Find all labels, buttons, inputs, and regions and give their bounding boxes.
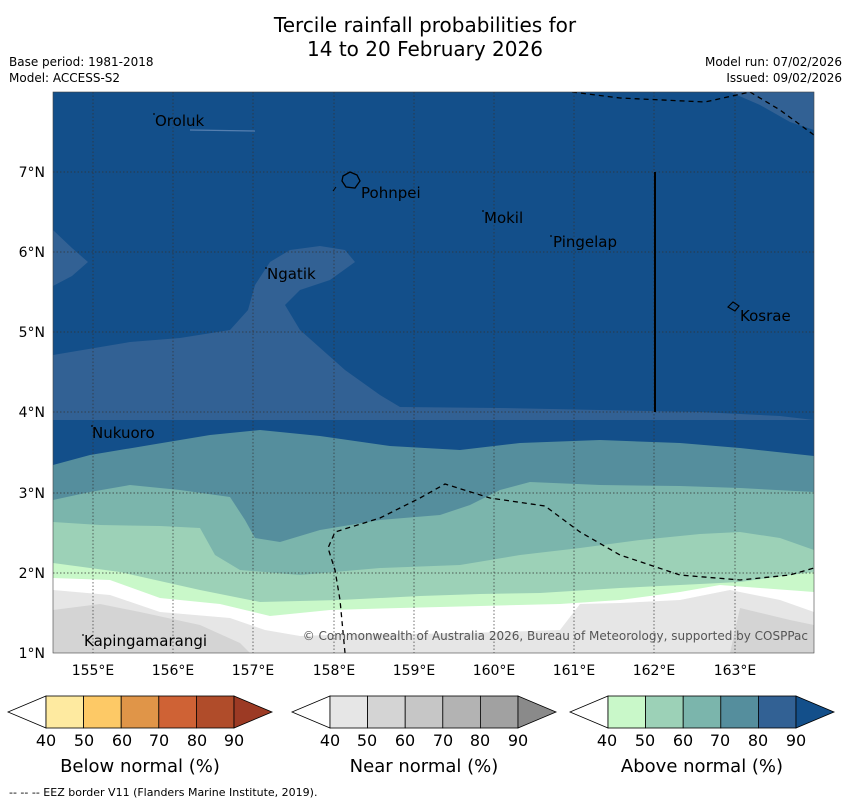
colorbar-swatch [404, 695, 444, 729]
colorbar-swatch [645, 695, 684, 729]
colorbar-above [568, 695, 836, 729]
issued-date: Issued: 09/02/2026 [726, 71, 842, 85]
cb-below-tick: 40 [35, 731, 57, 750]
place-kapingamarangi: Kapingamarangi [84, 632, 207, 650]
kosrae-island-icon [727, 301, 740, 312]
gridlines [53, 92, 814, 653]
cb-near-tick: 80 [469, 731, 491, 750]
colorbar-extend-high [517, 695, 558, 729]
colorbar-extend-high [795, 695, 836, 729]
lat-label: 2°N [19, 566, 45, 582]
place-nukuoro: Nukuoro [92, 424, 155, 442]
cb-above-tick: 80 [747, 731, 769, 750]
lat-label: 7°N [19, 165, 45, 181]
lat-label: 6°N [19, 245, 45, 261]
lon-label: 157°E [232, 663, 275, 679]
place-ngatik: Ngatik [267, 265, 316, 283]
cb-above-tick: 90 [785, 731, 807, 750]
lon-label: 160°E [473, 663, 516, 679]
cb-near-tick: 70 [432, 731, 454, 750]
cb-near-tick: 60 [394, 731, 416, 750]
colorbar-extend-high [233, 695, 274, 729]
lon-label: 158°E [313, 663, 356, 679]
cb-below-tick: 60 [111, 731, 133, 750]
colorbar-extend-low [568, 695, 609, 729]
lat-label: 1°N [19, 646, 45, 662]
pohnpei-island-icon [341, 171, 361, 189]
base-period: Base period: 1981-2018 [9, 55, 154, 69]
place-mokil: Mokil [484, 209, 523, 227]
reef-line [189, 129, 256, 132]
model-name: Model: ACCESS-S2 [9, 71, 121, 85]
colorbar-swatch [479, 695, 519, 729]
colorbar-swatch [329, 695, 368, 729]
cb-above-tick: 70 [709, 731, 731, 750]
title-line-2: 14 to 20 February 2026 [307, 37, 543, 61]
band-near-40 [53, 590, 814, 653]
cb-above-tick: 50 [634, 731, 656, 750]
colorbar-extend-low [6, 695, 47, 729]
place-pohnpei: Pohnpei [361, 184, 421, 202]
cb-below-tick: 90 [223, 731, 245, 750]
band-above-80b [730, 92, 814, 130]
colorbar-swatch [682, 695, 722, 729]
cb-near-tick: 50 [356, 731, 378, 750]
colorbars [6, 695, 836, 729]
colorbar-near [290, 695, 558, 729]
cb-near-tick: 90 [507, 731, 529, 750]
place-pingelap: Pingelap [553, 233, 617, 251]
cb-below-tick: 80 [186, 731, 208, 750]
cb-below-tick: 70 [148, 731, 170, 750]
lat-label: 3°N [19, 486, 45, 502]
eez-border [327, 92, 814, 653]
eez-footer: -- -- -- EEZ border V11 (Flanders Marine… [9, 786, 318, 799]
lon-label: 156°E [152, 663, 195, 679]
colorbar-swatch [442, 695, 481, 729]
colorbar-swatch [158, 695, 197, 729]
lon-label: 159°E [393, 663, 436, 679]
colorbar-ticks: 40 50 60 70 80 90 40 50 60 70 80 90 40 5… [0, 731, 850, 751]
colorbar-swatch [45, 695, 84, 729]
copyright-text: © Commonwealth of Australia 2026, Bureau… [303, 629, 808, 643]
colorbar-swatch [195, 695, 235, 729]
colorbar-swatch [607, 695, 646, 729]
band-near-50 [53, 604, 814, 653]
lat-label: 5°N [19, 325, 45, 341]
lon-label: 161°E [553, 663, 596, 679]
lon-label: 155°E [72, 663, 115, 679]
ant-atoll-icon [332, 186, 337, 192]
colorbar-below [6, 695, 274, 729]
colorbar-swatch [758, 695, 797, 729]
map-frame [52, 91, 815, 654]
band-above-80 [53, 230, 814, 420]
model-run: Model run: 07/02/2026 [704, 55, 842, 69]
colorbar-swatch [367, 695, 406, 729]
lat-label: 4°N [19, 405, 45, 421]
colorbar-swatch [120, 695, 160, 729]
caption-near-normal: Near normal (%) [349, 756, 499, 777]
title-line-1: Tercile rainfall probabilities for [273, 13, 577, 37]
cb-near-tick: 40 [319, 731, 341, 750]
place-kosrae: Kosrae [740, 307, 791, 325]
colorbar-swatch [720, 695, 759, 729]
cb-above-tick: 60 [672, 731, 694, 750]
colorbar-extend-low [290, 695, 331, 729]
map: Oroluk Pohnpei Mokil Pingelap Ngatik Kos… [19, 91, 815, 679]
caption-above-normal: Above normal (%) [620, 756, 784, 777]
cb-above-tick: 40 [596, 731, 618, 750]
atoll-markers [82, 113, 552, 636]
lon-label: 163°E [714, 663, 757, 679]
lon-label: 162°E [633, 663, 676, 679]
colorbar-swatch [83, 695, 122, 729]
place-oroluk: Oroluk [155, 112, 204, 130]
caption-below-normal: Below normal (%) [60, 756, 220, 777]
cb-below-tick: 50 [73, 731, 95, 750]
